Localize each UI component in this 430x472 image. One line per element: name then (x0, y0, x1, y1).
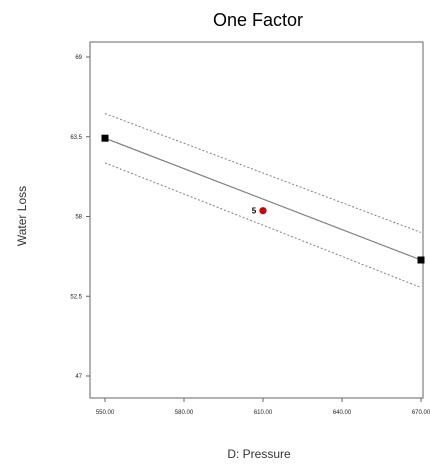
x-tick-label: 610.00 (254, 410, 273, 416)
y-axis-label: Water Loss (15, 186, 29, 246)
x-tick-label: 550.00 (96, 410, 115, 416)
confidence-band-line (104, 113, 422, 233)
confidence-band-line (104, 162, 422, 289)
x-axis-label: D: Pressure (227, 447, 291, 461)
point-count-label: 5 (252, 207, 257, 216)
design-point-square (417, 256, 425, 264)
x-tick-label: 640.00 (333, 410, 352, 416)
y-tick-label: 69 (75, 55, 82, 61)
y-tick-label: 52.5 (70, 294, 82, 300)
center-point-circle (259, 207, 267, 215)
y-tick-label: 47 (75, 374, 82, 380)
design-point-square (101, 134, 109, 142)
tick-layer: 47 52.5 58 63.5 69 550.00 580.00 610.00 640.00 67… (70, 55, 430, 416)
series-layer (104, 113, 422, 289)
points-layer: 5 (101, 134, 425, 264)
plot-frame (89, 41, 424, 399)
y-tick-label: 58 (75, 215, 82, 221)
x-tick-label: 580.00 (175, 410, 194, 416)
y-tick-label: 63.5 (70, 135, 82, 141)
x-tick-label: 670.00 (412, 410, 430, 416)
chart-title: One Factor (213, 10, 303, 30)
fit-line (104, 137, 422, 261)
